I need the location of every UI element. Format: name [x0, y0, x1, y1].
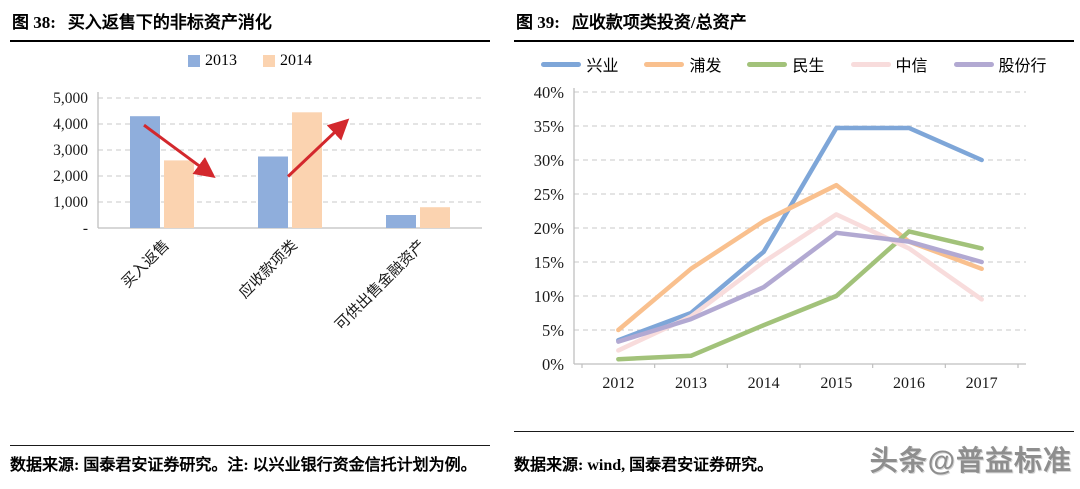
figure-39-legend: 兴业 浦发 民生 中信 股份行	[514, 52, 1074, 76]
figure-38-source: 数据来源: 国泰君安证券研究。注: 以兴业银行资金信托计划为例。	[10, 444, 490, 479]
legend-label: 兴业	[586, 58, 619, 75]
y-axis-tick-label: 25%	[534, 185, 565, 204]
bar-2013	[258, 156, 288, 228]
figure-39-number: 图 39:	[516, 13, 560, 32]
legend-line-icon	[850, 61, 891, 67]
figure-38-bar-chart: - 1,000 2,000 3,000 4,000 5,000 买入返售 应收款项类 可供出售金…	[53, 90, 482, 334]
legend-label: 2014	[280, 52, 312, 69]
figure-39-footer: 数据来源: wind, 国泰君安证券研究。 头条@普益标准	[514, 431, 1074, 479]
bar-2014	[164, 160, 194, 228]
x-axis-category-label: 买入返售	[118, 237, 172, 291]
y-axis-tick-label: 2,000	[53, 168, 88, 185]
y-axis-tick-label: 10%	[534, 287, 565, 306]
legend-line-icon	[747, 61, 788, 67]
y-axis-tick-label: 5%	[542, 321, 564, 340]
bar-2013	[386, 215, 416, 228]
y-axis-tick-label: 20%	[534, 219, 565, 238]
y-axis-tick-label: 35%	[534, 117, 565, 136]
legend-item-中信: 中信	[850, 52, 928, 76]
legend-item-股份行: 股份行	[953, 52, 1047, 76]
y-axis-tick-label: 5,000	[53, 90, 88, 107]
y-axis-tick-label: 1,000	[53, 194, 88, 211]
line-series-民生	[616, 229, 984, 362]
legend-line-icon	[953, 61, 994, 67]
y-axis-tick-label: 3,000	[53, 142, 88, 159]
y-axis-tick-label: 4,000	[53, 116, 88, 133]
figure-38-caption: 买入返售下的非标资产消化	[67, 13, 272, 32]
toutiao-watermark: 头条@普益标准	[869, 445, 1072, 476]
figure-39-title: 图 39: 应收款项类投资/总资产	[514, 6, 1074, 42]
legend-label: 中信	[895, 58, 928, 75]
figure-39-line-chart: 0% 5% 10% 15% 20% 25% 30% 35% 40% 2012 2013 2014 201…	[534, 83, 1026, 392]
x-axis-year-label: 2013	[675, 375, 707, 392]
trend-arrow-increase	[286, 118, 350, 178]
trend-arrow-decrease	[143, 123, 216, 178]
legend-line-icon	[644, 61, 685, 67]
figure-38-legend: 2013 2014	[10, 52, 490, 70]
y-axis-tick-label: 40%	[534, 83, 565, 102]
legend-label: 浦发	[689, 58, 722, 75]
legend-swatch-icon	[188, 55, 200, 67]
x-axis-year-label: 2015	[820, 375, 852, 392]
legend-label: 2013	[205, 52, 237, 69]
x-axis-year-label: 2016	[893, 375, 925, 392]
legend-item-民生: 民生	[747, 52, 825, 76]
legend-swatch-icon	[263, 55, 275, 67]
x-axis-year-label: 2017	[966, 375, 998, 392]
figure-38-title: 图 38: 买入返售下的非标资产消化	[10, 6, 490, 42]
figure-38-panel: 图 38: 买入返售下的非标资产消化 2013 2014 - 1,000 2,000 3…	[0, 0, 492, 489]
legend-item-兴业: 兴业	[541, 52, 618, 76]
line-series-兴业	[616, 125, 984, 343]
legend-label: 民生	[792, 58, 825, 75]
legend-item-2013: 2013	[188, 52, 237, 70]
legend-item-浦发: 浦发	[644, 52, 721, 76]
x-axis-year-label: 2012	[602, 375, 634, 392]
figure-39-caption: 应收款项类投资/总资产	[571, 13, 747, 32]
x-axis-category-label: 应收款项类	[235, 236, 301, 302]
legend-item-2014: 2014	[263, 52, 312, 70]
y-axis-tick-label: 15%	[534, 253, 565, 272]
legend-label: 股份行	[998, 58, 1047, 75]
y-axis-tick-label: 0%	[542, 355, 564, 374]
bar-2014	[420, 207, 450, 228]
x-axis-year-label: 2014	[748, 375, 780, 392]
figure-38-number: 图 38:	[12, 13, 56, 32]
figure-39-panel: 图 39: 应收款项类投资/总资产 兴业 浦发 民生 中信 股份行 0% 5% 10% 15%…	[492, 0, 1080, 489]
y-axis-tick-label: -	[83, 220, 88, 237]
y-axis-tick-label: 30%	[534, 151, 565, 170]
bar-2014	[292, 112, 322, 228]
figure-39-source: 数据来源: wind, 国泰君安证券研究。	[514, 456, 774, 474]
legend-line-icon	[541, 61, 582, 67]
x-axis-category-label: 可供出售金融资产	[332, 237, 429, 334]
line-series-股份行	[616, 230, 984, 344]
